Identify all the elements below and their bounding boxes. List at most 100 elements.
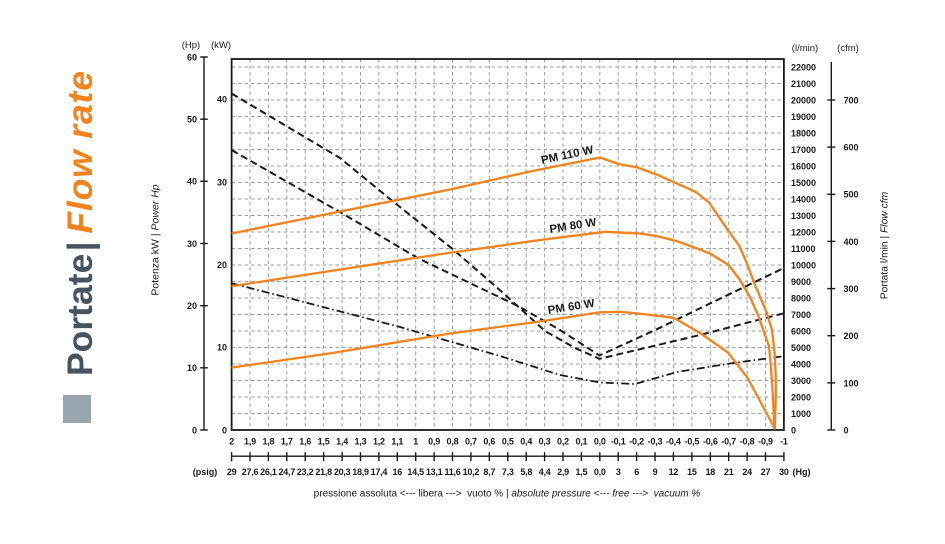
svg-text:0,0: 0,0 [594, 467, 606, 477]
svg-text:0,2: 0,2 [557, 437, 569, 447]
svg-text:30: 30 [217, 177, 227, 187]
svg-text:-0,5: -0,5 [685, 437, 700, 447]
svg-text:22000: 22000 [791, 62, 816, 72]
svg-text:1,5: 1,5 [576, 467, 588, 477]
svg-text:27,6: 27,6 [242, 467, 259, 477]
svg-text:0: 0 [844, 425, 849, 435]
svg-text:0,7: 0,7 [465, 437, 477, 447]
svg-text:40: 40 [217, 95, 227, 105]
svg-text:1000: 1000 [791, 409, 811, 419]
svg-text:700: 700 [844, 95, 859, 105]
svg-text:1,6: 1,6 [299, 437, 311, 447]
svg-text:17000: 17000 [791, 145, 816, 155]
svg-text:5,8: 5,8 [520, 467, 532, 477]
svg-text:23,2: 23,2 [297, 467, 314, 477]
svg-text:30: 30 [779, 467, 789, 477]
svg-text:40: 40 [187, 177, 197, 187]
svg-text:0: 0 [222, 425, 227, 435]
svg-text:2,9: 2,9 [557, 467, 569, 477]
svg-text:17,4: 17,4 [371, 467, 388, 477]
svg-text:100: 100 [844, 378, 859, 388]
svg-text:7,3: 7,3 [502, 467, 514, 477]
svg-text:5000: 5000 [791, 343, 811, 353]
svg-text:20: 20 [187, 301, 197, 311]
svg-text:7000: 7000 [791, 310, 811, 320]
svg-text:13000: 13000 [791, 211, 816, 221]
svg-text:16: 16 [393, 467, 403, 477]
svg-text:20: 20 [217, 260, 227, 270]
svg-text:16000: 16000 [791, 161, 816, 171]
svg-text:0,3: 0,3 [539, 437, 551, 447]
svg-text:-0,1: -0,1 [611, 437, 626, 447]
svg-text:1,8: 1,8 [262, 437, 274, 447]
svg-text:24: 24 [742, 467, 752, 477]
svg-text:15: 15 [687, 467, 697, 477]
svg-text:24,7: 24,7 [279, 467, 296, 477]
svg-text:-0,2: -0,2 [629, 437, 644, 447]
svg-text:4,4: 4,4 [539, 467, 551, 477]
svg-text:-0,7: -0,7 [721, 437, 736, 447]
svg-text:3000: 3000 [791, 376, 811, 386]
svg-text:9000: 9000 [791, 277, 811, 287]
svg-text:0,9: 0,9 [428, 437, 440, 447]
svg-text:-0,9: -0,9 [758, 437, 773, 447]
svg-text:11,6: 11,6 [444, 467, 460, 477]
svg-text:Portata l/min | Flow cfm: Portata l/min | Flow cfm [880, 191, 891, 299]
svg-text:14000: 14000 [791, 194, 816, 204]
svg-text:8000: 8000 [791, 293, 811, 303]
svg-text:13,1: 13,1 [426, 467, 443, 477]
svg-text:30: 30 [187, 239, 197, 249]
svg-text:1,4: 1,4 [336, 437, 348, 447]
svg-text:10,2: 10,2 [463, 467, 480, 477]
svg-text:-0,8: -0,8 [740, 437, 755, 447]
svg-text:1,3: 1,3 [355, 437, 367, 447]
svg-text:(kW): (kW) [211, 40, 231, 51]
svg-text:0: 0 [791, 425, 796, 435]
svg-text:300: 300 [844, 284, 859, 294]
svg-text:26,1: 26,1 [260, 467, 277, 477]
svg-text:(Hg): (Hg) [793, 467, 811, 477]
svg-text:18000: 18000 [791, 128, 816, 138]
svg-text:14,5: 14,5 [407, 467, 424, 477]
svg-text:0,0: 0,0 [594, 437, 606, 447]
svg-text:10: 10 [187, 363, 197, 373]
svg-text:pressione assoluta <--- libera: pressione assoluta <--- libera ---> vuot… [314, 489, 701, 500]
svg-text:0,8: 0,8 [447, 437, 459, 447]
svg-text:1: 1 [413, 437, 418, 447]
svg-text:0,5: 0,5 [502, 437, 514, 447]
svg-text:3: 3 [616, 467, 621, 477]
svg-text:(Hp): (Hp) [182, 40, 200, 51]
svg-text:1,1: 1,1 [391, 437, 403, 447]
svg-text:2000: 2000 [791, 392, 811, 402]
svg-text:0: 0 [192, 425, 197, 435]
svg-text:29: 29 [227, 467, 237, 477]
svg-text:18,9: 18,9 [352, 467, 369, 477]
svg-text:11000: 11000 [791, 244, 816, 254]
svg-text:20000: 20000 [791, 95, 816, 105]
svg-text:-0,3: -0,3 [648, 437, 663, 447]
svg-text:21,8: 21,8 [315, 467, 332, 477]
svg-text:1,5: 1,5 [318, 437, 330, 447]
svg-text:10: 10 [217, 343, 227, 353]
svg-text:10000: 10000 [791, 260, 816, 270]
svg-text:20,3: 20,3 [334, 467, 351, 477]
svg-text:-0,6: -0,6 [703, 437, 718, 447]
svg-text:-1: -1 [780, 437, 788, 447]
svg-text:400: 400 [844, 237, 859, 247]
svg-text:6000: 6000 [791, 326, 811, 336]
svg-text:8,7: 8,7 [483, 467, 495, 477]
svg-text:(cfm): (cfm) [837, 43, 859, 54]
svg-text:21000: 21000 [791, 79, 816, 89]
svg-text:4000: 4000 [791, 359, 811, 369]
svg-text:500: 500 [844, 190, 859, 200]
svg-text:-0,4: -0,4 [666, 437, 681, 447]
svg-text:Portate | Flow rate: Portate | Flow rate [60, 70, 100, 376]
svg-text:0,6: 0,6 [483, 437, 495, 447]
svg-text:0,1: 0,1 [575, 437, 587, 447]
svg-text:15000: 15000 [791, 178, 816, 188]
svg-text:1,9: 1,9 [244, 437, 256, 447]
svg-text:0,4: 0,4 [520, 437, 532, 447]
svg-text:Potenza kW | Power Hp: Potenza kW | Power Hp [150, 184, 162, 295]
svg-text:18: 18 [706, 467, 716, 477]
svg-text:50: 50 [187, 115, 197, 125]
